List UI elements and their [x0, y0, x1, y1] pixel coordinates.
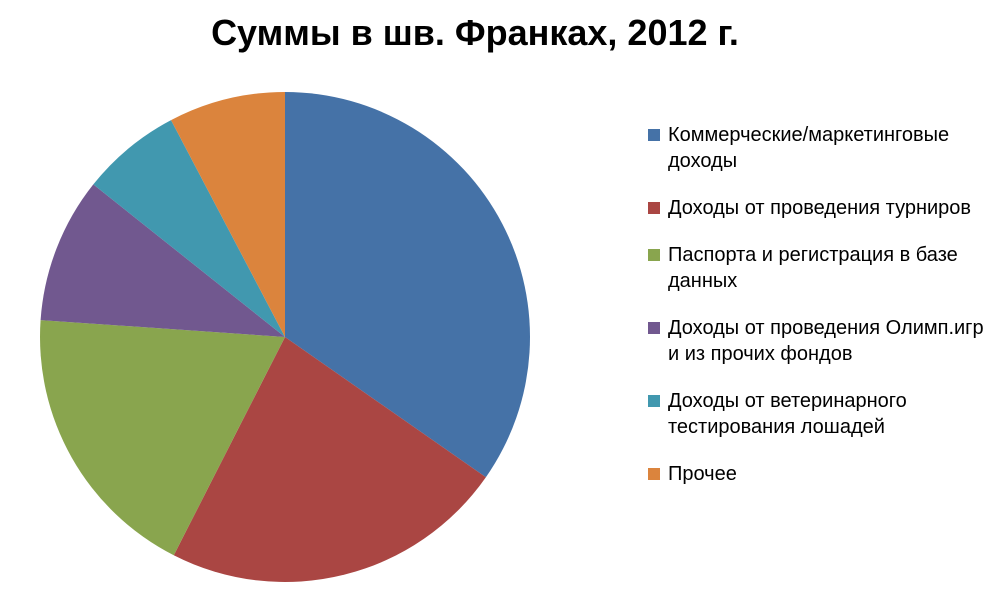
legend-swatch [648, 249, 660, 261]
legend-label: Коммерческие/маркетинговые доходы [668, 124, 950, 172]
legend-swatch [648, 395, 660, 407]
pie-slice [285, 92, 530, 478]
legend-item: Прочее [648, 461, 998, 487]
legend-swatch [648, 468, 660, 480]
legend-label: Доходы от ветеринарного тестирования лош… [668, 390, 907, 438]
legend-swatch [648, 202, 660, 214]
pie-slice [171, 92, 285, 337]
legend-item: Коммерческие/маркетинговые доходы [648, 122, 998, 174]
legend-label: Доходы от проведения турниров [668, 197, 972, 219]
legend-item: Доходы от проведения турниров [648, 195, 998, 221]
legend-item: Паспорта и регистрация в базе данных [648, 242, 998, 294]
legend-label: Доходы от проведения Олимп.игр и из проч… [668, 317, 984, 365]
pie-slice [40, 320, 285, 556]
pie-chart [40, 92, 530, 582]
legend-label: Паспорта и регистрация в базе данных [668, 244, 958, 292]
legend: Коммерческие/маркетинговые доходы Доходы … [648, 122, 998, 508]
pie-slice [93, 120, 285, 337]
legend-swatch [648, 129, 660, 141]
legend-item: Доходы от проведения Олимп.игр и из проч… [648, 315, 998, 367]
legend-swatch [648, 322, 660, 334]
chart-title: Суммы в шв. Франках, 2012 г. [211, 12, 739, 53]
legend-item: Доходы от ветеринарного тестирования лош… [648, 388, 998, 440]
pie-slice [40, 184, 286, 337]
pie-slice [173, 337, 486, 582]
legend-label: Прочее [668, 463, 737, 485]
